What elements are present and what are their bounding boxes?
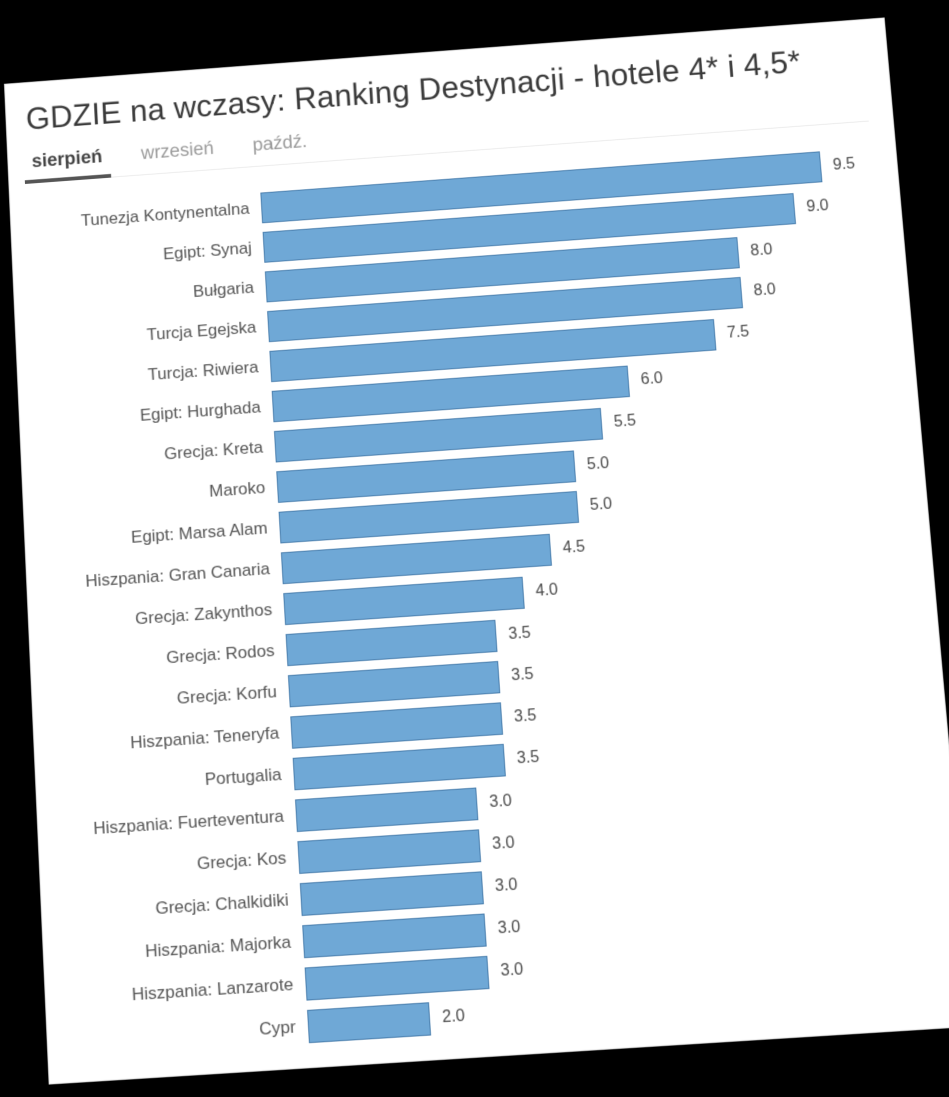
bar-label: Grecja: Korfu xyxy=(44,681,289,718)
bar-value: 7.5 xyxy=(726,323,750,342)
stage: GDZIE na wczasy: Ranking Destynacji - ho… xyxy=(0,0,949,1097)
bar xyxy=(307,1002,431,1043)
bar-value: 6.0 xyxy=(640,370,663,389)
bar-label: Hiszpania: Gran Canaria xyxy=(39,558,283,595)
bar-label: Hiszpania: Teneryfa xyxy=(46,722,292,759)
bar-label: Grecja: Rodos xyxy=(42,640,287,677)
bar-value: 5.0 xyxy=(589,495,613,514)
bar-value: 5.5 xyxy=(613,412,636,431)
bar xyxy=(300,871,484,916)
bar-value: 4.0 xyxy=(535,581,559,601)
bar-value: 3.0 xyxy=(494,876,518,896)
bar-value: 3.0 xyxy=(492,834,516,854)
bar-label: Portugalia xyxy=(48,763,294,800)
bar-value: 2.0 xyxy=(442,1007,466,1027)
bar-value: 3.5 xyxy=(516,748,540,768)
bar-value: 3.5 xyxy=(511,665,535,685)
bar xyxy=(302,913,486,958)
bar-value: 3.5 xyxy=(513,707,537,727)
bar-label: Turcja Egejska xyxy=(28,316,269,353)
bar-value: 9.0 xyxy=(806,197,830,216)
bar-label: Grecja: Chalkidiki xyxy=(54,889,302,925)
bar-value: 3.5 xyxy=(508,624,532,644)
bar-value: 3.0 xyxy=(489,792,513,812)
tab-1[interactable]: wrzesień xyxy=(134,132,220,174)
tab-2[interactable]: paźdź. xyxy=(246,125,314,166)
bar xyxy=(305,955,490,1000)
bar-label: Hiszpania: Lanzarote xyxy=(58,973,307,1009)
chart-card: GDZIE na wczasy: Ranking Destynacji - ho… xyxy=(4,17,949,1084)
bar-value: 9.5 xyxy=(832,155,856,174)
bar-label: Hiszpania: Majorka xyxy=(56,931,304,967)
bar-label: Egipt: Hurghada xyxy=(31,396,273,433)
bar-value: 3.0 xyxy=(497,918,521,938)
bar-value: 8.0 xyxy=(750,241,773,260)
bar-label: Turcja: Riwiera xyxy=(30,356,271,393)
tab-0[interactable]: sierpień xyxy=(25,141,109,183)
bar-label: Grecja: Zakynthos xyxy=(41,599,285,636)
bar-value: 4.5 xyxy=(562,538,586,557)
bar xyxy=(297,829,481,874)
bar-label: Grecja: Kreta xyxy=(33,436,275,473)
bar-label: Maroko xyxy=(35,477,278,514)
bar-label: Grecja: Kos xyxy=(52,847,299,883)
bar-label: Egipt: Marsa Alam xyxy=(37,517,280,554)
bar-chart: Tunezja Kontynentalna9.5Egipt: Synaj9.0B… xyxy=(22,143,946,1063)
bar-value: 8.0 xyxy=(753,281,777,300)
bar-value: 5.0 xyxy=(586,454,609,473)
bar xyxy=(295,787,478,832)
bar-value: 3.0 xyxy=(500,960,524,980)
bar-label: Cypr xyxy=(59,1016,308,1052)
bar-label: Hiszpania: Fuerteventura xyxy=(50,805,297,841)
